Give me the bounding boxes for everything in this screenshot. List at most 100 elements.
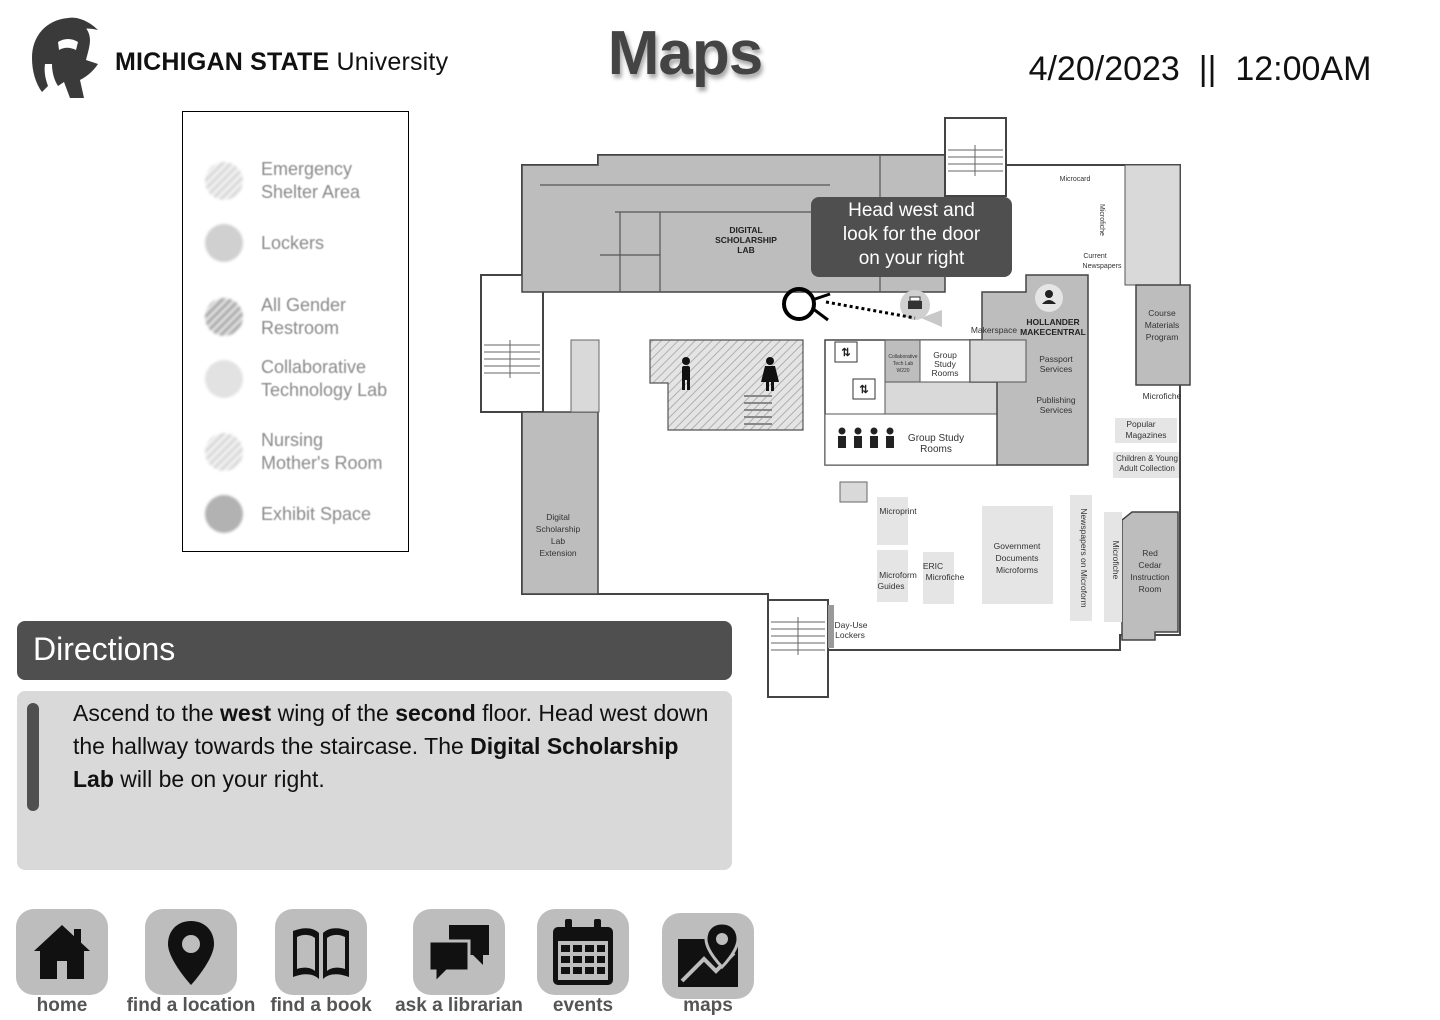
- map-label: Program: [1146, 332, 1179, 342]
- map-legend: Emergency Shelter Area Lockers All Gender…: [182, 111, 409, 552]
- nav-label[interactable]: ask a librarian: [395, 995, 523, 1016]
- course-materials-program: [1135, 284, 1191, 386]
- legend-label: All Gender Restroom: [261, 294, 346, 340]
- day-use-lockers: [828, 605, 834, 648]
- destination-marker-icon: [782, 287, 831, 322]
- chat-bubbles-icon: [427, 925, 489, 987]
- legend-item-nursing-room: Nursing Mother's Room: [205, 429, 405, 475]
- legend-label-line1: Collaborative: [261, 357, 367, 377]
- map-label: DIGITAL: [729, 225, 762, 235]
- microfiche-stack: [1104, 512, 1122, 622]
- nav-label[interactable]: home: [36, 995, 88, 1016]
- microform-guides: [877, 550, 908, 602]
- nav-label[interactable]: events: [552, 995, 614, 1016]
- map-label: Microcard: [1060, 176, 1091, 183]
- floor-map[interactable]: DIGITAL SCHOLARSHIP LAB Digital Scholars…: [470, 110, 1210, 705]
- map-label: Tech Lab: [893, 361, 914, 367]
- map-label: HOLLANDER: [1026, 317, 1079, 327]
- map-label: Current: [1083, 253, 1106, 260]
- nav-home-button[interactable]: home: [0, 909, 132, 1019]
- legend-label-line1: Emergency: [261, 159, 353, 179]
- map-room: [839, 481, 868, 503]
- legend-label-line2: Restroom: [261, 318, 340, 338]
- legend-label-line1: Nursing: [261, 430, 324, 450]
- legend-item-emergency-shelter: Emergency Shelter Area: [205, 158, 405, 204]
- map-label: Microfiche: [926, 572, 965, 582]
- legend-label-line2: Shelter Area: [261, 182, 361, 202]
- map-label: Scholarship: [536, 524, 581, 534]
- legend-label: Lockers: [261, 232, 324, 255]
- page-title: Maps: [607, 19, 763, 88]
- nav-maps-button[interactable]: maps: [638, 909, 778, 1019]
- nav-icon-box[interactable]: [662, 913, 754, 999]
- collab-tech-lab: [884, 339, 921, 383]
- hatched-circle-icon: [205, 433, 243, 471]
- map-label: Services: [1040, 364, 1073, 374]
- map-label: Microfiche: [1143, 391, 1182, 401]
- nav-icon-box[interactable]: [537, 909, 629, 995]
- current-location-marker: [921, 310, 942, 327]
- directions-text-emphasis: west: [220, 700, 272, 726]
- nav-label[interactable]: maps: [683, 995, 733, 1016]
- map-label: Cedar: [1138, 560, 1161, 570]
- nav-find-book-button[interactable]: find a book: [251, 909, 391, 1019]
- map-label: Room: [1139, 584, 1162, 594]
- legend-item-all-gender-restroom: All Gender Restroom: [205, 294, 405, 340]
- legend-label: Collaborative Technology Lab: [261, 356, 387, 402]
- date-text: 4/20/2023: [1028, 50, 1180, 88]
- map-label: Adult Collection: [1119, 464, 1175, 473]
- time-text: 12:00AM: [1235, 50, 1372, 88]
- map-room: [570, 339, 600, 413]
- directions-title: Directions: [33, 631, 176, 667]
- map-label: Digital: [546, 512, 570, 522]
- restroom-icon: [682, 357, 779, 391]
- map-room: [1115, 418, 1177, 443]
- nav-icon-box[interactable]: [413, 909, 505, 995]
- nav-find-location-button[interactable]: find a location: [121, 909, 261, 1019]
- digital-lab-extension: [521, 411, 599, 595]
- map-label: Documents: [996, 553, 1039, 563]
- map-icon: [678, 921, 740, 987]
- nav-icon-box[interactable]: [275, 909, 367, 995]
- map-label: Course: [1148, 308, 1176, 318]
- map-label: LAB: [737, 245, 754, 255]
- map-label: Services: [1040, 405, 1073, 415]
- newspapers-microform: [1070, 495, 1092, 621]
- nav-ask-librarian-button[interactable]: ask a librarian: [389, 909, 529, 1019]
- brand-name: MICHIGAN STATE University: [115, 48, 448, 77]
- directions-header: Directions: [17, 621, 732, 680]
- map-label: Instruction: [1130, 572, 1169, 582]
- brand-regular: University: [336, 48, 449, 76]
- legend-label-line2: Technology Lab: [261, 380, 388, 400]
- group-study-rooms: [919, 339, 971, 383]
- map-label: Passport: [1039, 354, 1073, 364]
- legend-label-line2: Mother's Room: [261, 453, 383, 473]
- map-label: Makerspace: [971, 325, 1018, 335]
- legend-label: Emergency Shelter Area: [261, 158, 360, 204]
- west-stairwell: [480, 274, 544, 413]
- legend-item-exhibit-space: Exhibit Space: [205, 495, 405, 533]
- brand-bold: MICHIGAN STATE: [115, 48, 330, 76]
- tooltip-line: look for the door: [842, 224, 981, 245]
- elevator-icon: ⇅ ⇅: [834, 341, 876, 400]
- legend-label-line1: All Gender: [261, 295, 347, 315]
- legend-label-line1: Exhibit Space: [261, 503, 372, 524]
- legend-label-line1: Lockers: [261, 232, 325, 253]
- date-time-separator: ||: [1198, 50, 1217, 88]
- restrooms: [649, 339, 804, 431]
- nav-icon-box[interactable]: [16, 909, 108, 995]
- map-label: Publishing: [1036, 395, 1075, 405]
- directions-text-part: Ascend to the: [73, 700, 221, 726]
- map-label: Newspapers: [1083, 263, 1122, 270]
- map-label: Popular: [1126, 419, 1155, 429]
- open-book-icon: [293, 928, 349, 979]
- dark-circle-icon: [205, 495, 243, 533]
- map-room: [1124, 164, 1181, 286]
- nav-label[interactable]: find a location: [126, 995, 256, 1016]
- map-label: Collaborative: [888, 354, 917, 360]
- nav-label[interactable]: find a book: [270, 995, 372, 1016]
- nav-events-button[interactable]: events: [513, 909, 653, 1019]
- microprint-area: [877, 497, 908, 545]
- map-label: Extension: [539, 548, 577, 558]
- nav-icon-box[interactable]: [145, 909, 237, 995]
